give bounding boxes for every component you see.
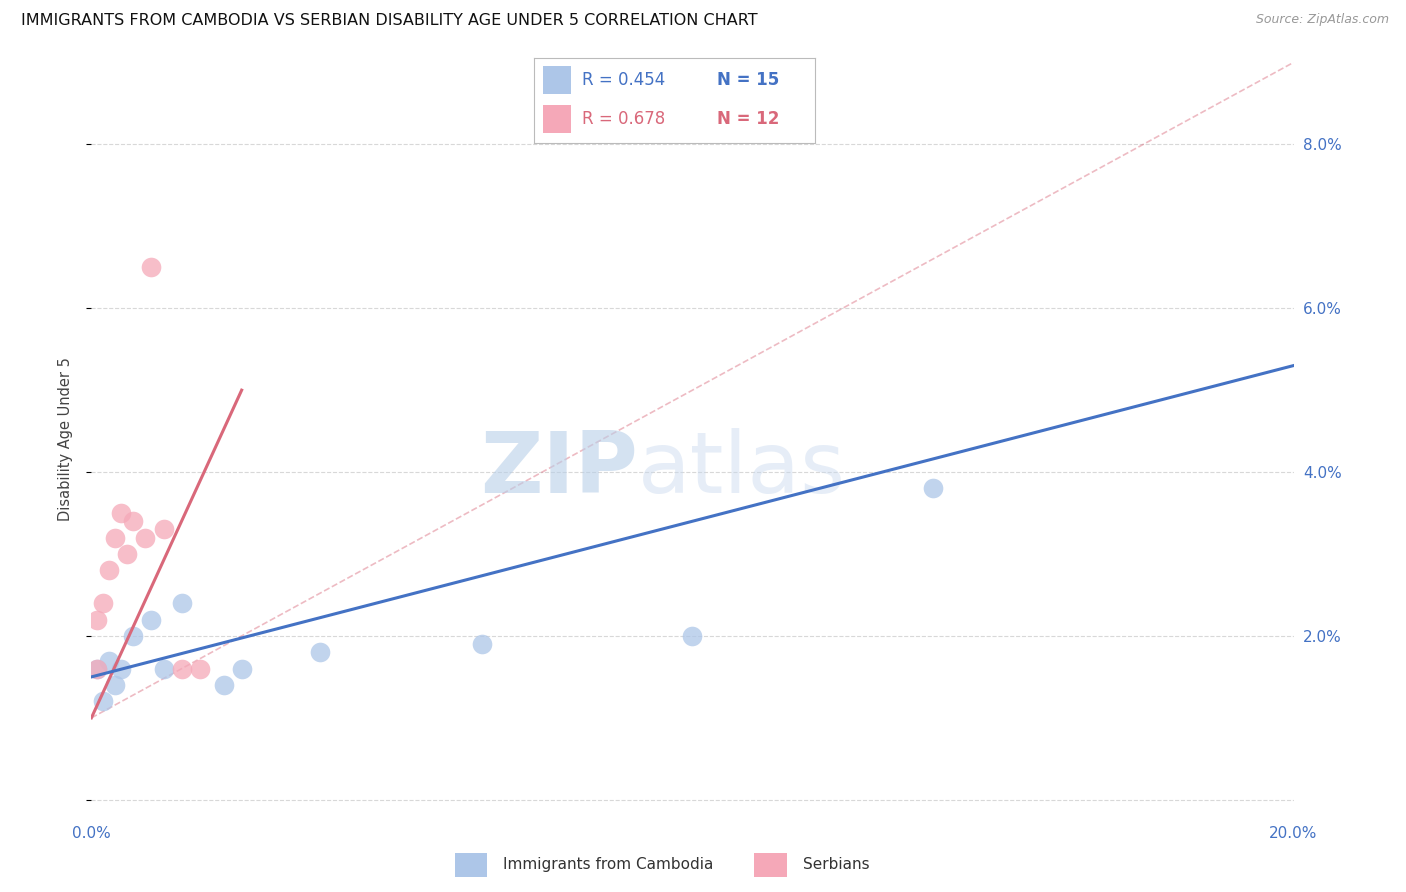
Point — [110, 506, 132, 520]
Y-axis label: Disability Age Under 5: Disability Age Under 5 — [58, 358, 73, 521]
Bar — [755, 853, 786, 877]
Point — [188, 662, 211, 676]
Text: ZIP: ZIP — [481, 428, 638, 511]
Point — [308, 645, 330, 659]
Text: atlas: atlas — [638, 428, 846, 511]
Point — [104, 531, 127, 545]
Point — [98, 563, 121, 577]
Point — [117, 547, 139, 561]
Point — [98, 653, 121, 667]
Point — [122, 514, 145, 528]
Text: N = 15: N = 15 — [717, 71, 779, 89]
Point — [152, 662, 174, 676]
Text: Serbians: Serbians — [803, 857, 869, 872]
Point — [104, 678, 127, 692]
Text: R = 0.678: R = 0.678 — [582, 110, 665, 128]
Point — [922, 482, 945, 496]
Point — [231, 662, 253, 676]
Point — [170, 662, 193, 676]
Point — [141, 260, 163, 275]
Point — [471, 637, 494, 651]
Text: IMMIGRANTS FROM CAMBODIA VS SERBIAN DISABILITY AGE UNDER 5 CORRELATION CHART: IMMIGRANTS FROM CAMBODIA VS SERBIAN DISA… — [21, 13, 758, 29]
Point — [86, 662, 108, 676]
Point — [212, 678, 235, 692]
Bar — [456, 853, 488, 877]
Bar — [543, 105, 571, 133]
Point — [170, 596, 193, 610]
Point — [110, 662, 132, 676]
Point — [681, 629, 703, 643]
Point — [93, 694, 115, 708]
Point — [86, 613, 108, 627]
Point — [86, 662, 108, 676]
Text: Immigrants from Cambodia: Immigrants from Cambodia — [503, 857, 714, 872]
Point — [122, 629, 145, 643]
Text: Source: ZipAtlas.com: Source: ZipAtlas.com — [1256, 13, 1389, 27]
Text: R = 0.454: R = 0.454 — [582, 71, 665, 89]
Point — [152, 523, 174, 537]
Point — [134, 531, 156, 545]
Text: N = 12: N = 12 — [717, 110, 779, 128]
Bar — [543, 67, 571, 94]
Point — [93, 596, 115, 610]
Point — [141, 613, 163, 627]
